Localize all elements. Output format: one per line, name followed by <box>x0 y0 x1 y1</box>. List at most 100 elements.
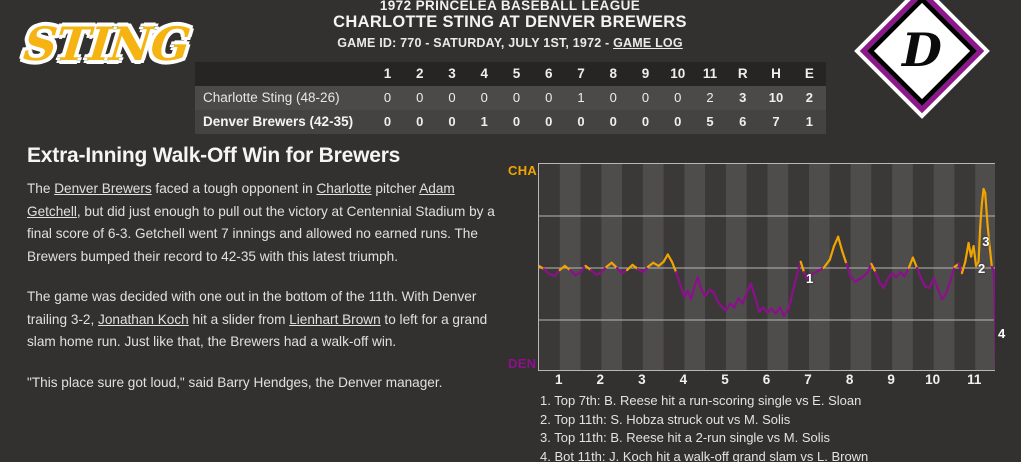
boxscore-inning-6: 0 <box>545 90 553 105</box>
wp-segment <box>791 275 798 295</box>
table-row: Denver Brewers (42-35) 0 0 0 1 0 0 0 0 0 0 5 6 7 1 <box>195 110 826 134</box>
wp-segment <box>616 266 624 275</box>
wp-segment <box>945 280 952 295</box>
boxscore-inning-6: 0 <box>545 114 553 129</box>
wp-segment <box>949 265 956 283</box>
wp-segment <box>670 260 678 274</box>
wp-segment <box>859 272 869 280</box>
wp-segment <box>753 296 761 313</box>
wp-segment <box>903 266 910 278</box>
brewers-letter: D <box>902 23 942 77</box>
wp-segment <box>992 268 995 284</box>
boxscore-inning-8: 0 <box>609 90 617 105</box>
wp-segment <box>984 192 989 228</box>
sting-wordmark: STING <box>20 16 194 73</box>
wp-segment <box>741 291 748 305</box>
boxscore-e: 1 <box>805 114 813 129</box>
game-id-text: GAME ID: 770 - SATURDAY, JULY 1ST, 1972 … <box>337 36 614 50</box>
wp-segment <box>696 276 703 290</box>
article-paragraph-2: The game was decided with one out in the… <box>27 286 507 354</box>
wp-segment <box>989 250 993 269</box>
link-charlotte[interactable]: Charlotte <box>316 181 372 196</box>
wp-segment <box>886 272 894 280</box>
boxscore-col-inning-2: 2 <box>416 66 424 81</box>
wp-segment <box>733 297 740 309</box>
chart-annotation-4: 4 <box>998 325 1006 341</box>
x-tick-1: 1 <box>555 372 563 387</box>
boxscore-h: 7 <box>772 114 780 129</box>
link-lienhart-brown[interactable]: Lienhart Brown <box>289 311 381 327</box>
chart-annotation-3: 3 <box>982 234 990 250</box>
boxscore-inning-11: 5 <box>706 114 714 129</box>
table-row: Charlotte Sting (48-26) 0 0 0 0 0 0 1 0 0 0 2 3 10 2 <box>195 86 826 110</box>
article-paragraph-3: "This place sure got loud," said Barry H… <box>27 374 443 390</box>
wp-segment <box>874 271 881 284</box>
boxscore-inning-1: 0 <box>383 90 392 105</box>
wp-segment <box>799 260 806 274</box>
x-tick-10: 10 <box>925 372 941 387</box>
wp-segment <box>569 268 577 277</box>
brewers-logo: D <box>842 0 1002 114</box>
chart-plot-area <box>538 163 995 371</box>
wp-segment <box>866 262 873 275</box>
x-tick-3: 3 <box>638 372 646 387</box>
wp-segment <box>724 302 732 312</box>
wp-segment <box>589 268 598 276</box>
wp-segment <box>979 202 983 228</box>
boxscore-team-name: Denver Brewers (42-35) <box>203 114 354 129</box>
wp-segment <box>882 277 890 289</box>
wp-segment <box>828 245 836 261</box>
page-header: 1972 PRINCELEA BASEBALL LEAGUE CHARLOTTE… <box>190 0 830 53</box>
boxscore-col-H: H <box>771 66 781 81</box>
wp-segment <box>662 253 669 263</box>
wp-segment <box>745 282 752 295</box>
boxscore-col-inning-7: 7 <box>577 66 585 81</box>
boxscore-col-inning-4: 4 <box>480 66 489 81</box>
x-tick-5: 5 <box>721 372 729 387</box>
chart-label-away: CHA <box>508 163 538 178</box>
wp-segment <box>699 287 707 298</box>
wp-segment <box>679 283 686 299</box>
boxscore-header-row: 1 2 3 4 5 6 7 8 9 10 11 R H E <box>195 62 826 86</box>
chart-note-2: 2. Top 11th: S. Hobza struck out vs M. S… <box>540 411 791 427</box>
x-tick-11: 11 <box>967 372 982 387</box>
chart-note-3: 3. Top 11th: B. Reese hit a 2-run single… <box>540 430 830 446</box>
wp-segment <box>822 258 831 270</box>
boxscore-table: 1 2 3 4 5 6 7 8 9 10 11 R H E Charlotte Sting (48-26)… <box>195 62 826 134</box>
wp-segment <box>870 262 877 274</box>
boxscore-inning-4: 1 <box>480 114 488 129</box>
link-adam-getchell[interactable]: Adam Getchell <box>27 181 455 219</box>
wp-segment <box>986 225 992 253</box>
text-fragment: to left for a grand slam home run. Just … <box>27 311 488 350</box>
wp-segment <box>932 277 939 290</box>
link-denver-brewers[interactable]: Denver Brewers <box>54 181 152 196</box>
boxscore-inning-9: 0 <box>641 90 650 105</box>
wp-segment <box>911 256 919 270</box>
boxscore-r: 3 <box>739 90 747 105</box>
x-tick-6: 6 <box>762 372 771 387</box>
link-jonathan-koch[interactable]: Jonathan Koch <box>98 311 189 327</box>
game-log-link[interactable]: GAME LOG <box>613 36 683 50</box>
text-fragment: The game was decided with one out in the… <box>27 289 477 327</box>
wp-segment <box>853 277 863 283</box>
wp-segment <box>762 306 769 314</box>
boxscore: 1 2 3 4 5 6 7 8 9 10 11 R H E Charlotte Sting (48-26)… <box>195 62 826 134</box>
chart-annotation-1: 1 <box>806 271 814 287</box>
wp-segment <box>849 275 856 283</box>
boxscore-inning-10: 0 <box>674 90 682 105</box>
wp-segment <box>816 266 825 273</box>
text-fragment: faced a tough opponent in <box>151 181 317 196</box>
wp-segment <box>610 261 619 270</box>
x-tick-2: 2 <box>596 372 605 387</box>
chart-annotation-2: 2 <box>978 261 986 277</box>
boxscore-inning-7: 0 <box>577 114 585 129</box>
wp-segment <box>778 306 786 317</box>
wp-segment <box>972 245 978 268</box>
wp-segment <box>716 300 723 308</box>
chart-label-home: DEN <box>508 356 537 371</box>
wp-segment <box>584 264 593 272</box>
boxscore-head: 1 2 3 4 5 6 7 8 9 10 11 R H E <box>195 62 826 86</box>
wp-segment <box>553 268 561 278</box>
boxscore-inning-3: 0 <box>448 114 456 129</box>
